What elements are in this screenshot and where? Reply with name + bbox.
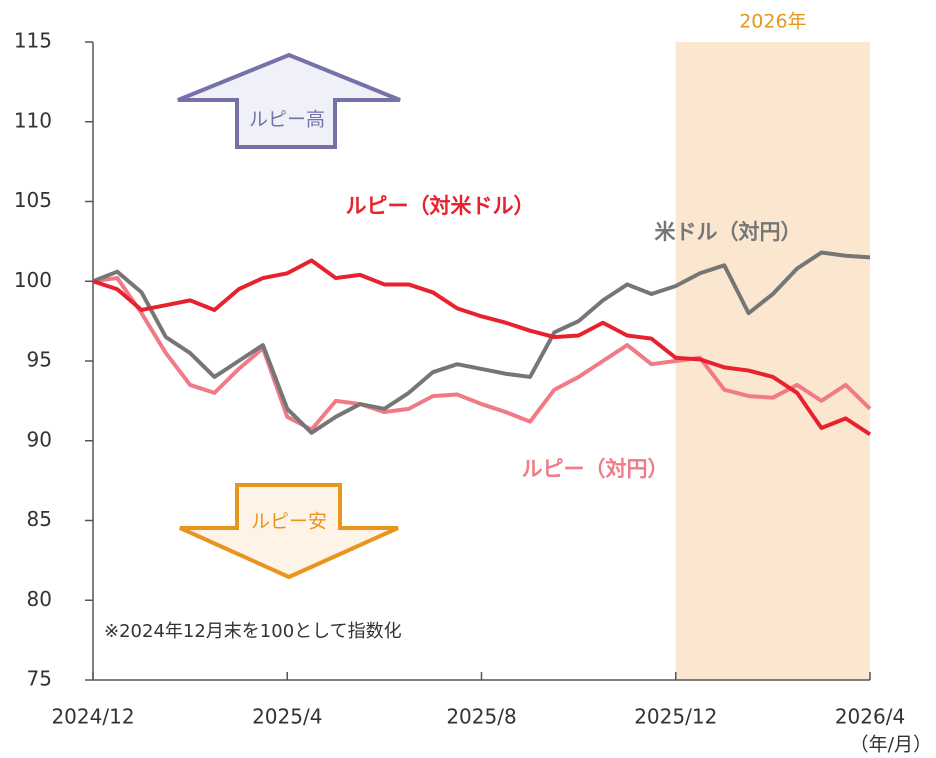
series-line (92, 276, 872, 432)
up-arrow (177, 52, 401, 149)
series-label: ルピー（対円） (522, 457, 669, 481)
highlight-label: 2026年 (739, 11, 806, 33)
series-line (92, 250, 871, 435)
note: ※2024年12月末を100として指数化 (104, 621, 402, 642)
series-label: ルピー（対米ドル） (346, 194, 535, 218)
x-tick-label: 2025/8 (446, 705, 516, 729)
x-axis-label: （年/月） (850, 734, 932, 756)
x-tick-label: 2025/4 (252, 705, 322, 729)
down-label: ルピー安 (251, 511, 327, 533)
y-tick-label: 90 (27, 427, 52, 451)
y-tick-label: 100 (14, 268, 52, 292)
y-tick-label: 110 (14, 108, 52, 132)
x-tick-label: 2026/4 (835, 705, 905, 729)
y-tick-label: 75 (27, 667, 52, 691)
y-tick-label: 115 (14, 29, 52, 53)
y-tick-label: 85 (27, 507, 52, 531)
up-label: ルピー高 (249, 109, 325, 131)
series-line (92, 258, 872, 437)
y-tick-label: 105 (14, 188, 52, 212)
down-arrow (179, 483, 399, 580)
y-tick-label: 95 (27, 348, 52, 372)
series-label: 米ドル（対円） (655, 220, 802, 244)
x-tick-label: 2025/12 (634, 705, 717, 729)
y-tick-label: 80 (27, 587, 52, 611)
x-tick-label: 2024/12 (51, 705, 134, 729)
